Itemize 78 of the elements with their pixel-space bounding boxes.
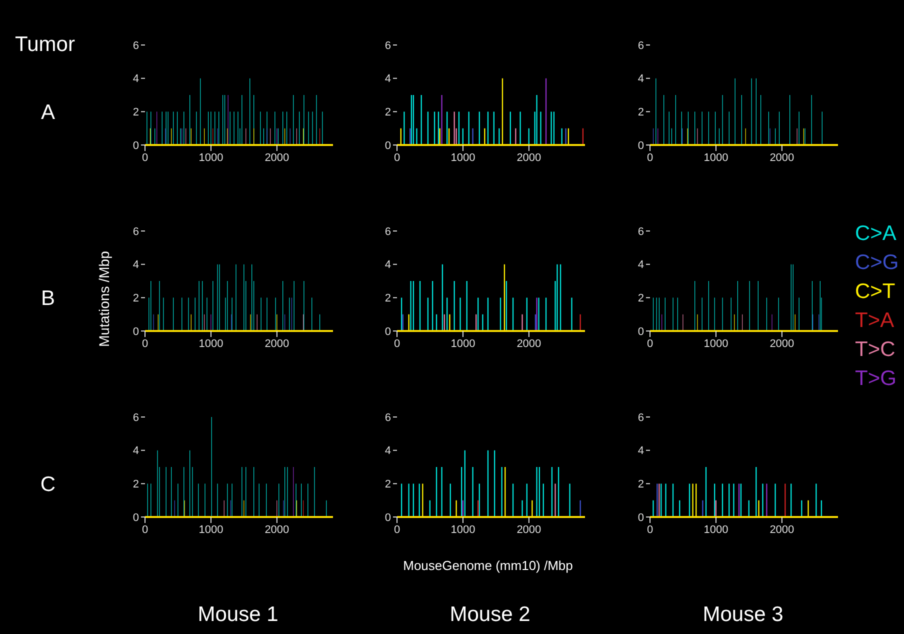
text: T>G — [855, 366, 898, 392]
y-tick-label: 4 — [132, 445, 139, 458]
text: C — [39, 473, 57, 497]
x-tick-label: 1000 — [450, 152, 476, 164]
text: Mouse 1 — [196, 603, 280, 627]
x-tick-label: 0 — [142, 338, 148, 350]
y-tick-label: 2 — [638, 478, 644, 491]
x-tick-label: 0 — [142, 524, 148, 536]
y-tick-label: 4 — [384, 445, 391, 458]
y-tick-label: 0 — [132, 512, 139, 524]
y-tick-label: 2 — [638, 106, 644, 119]
x-tick-label: 0 — [646, 338, 654, 350]
y-tick-label: 2 — [132, 478, 139, 491]
y-tick-label: 4 — [638, 73, 644, 86]
x-tick-label: 2000 — [770, 152, 794, 164]
y-tick-label: 0 — [638, 140, 644, 152]
x-tick-label: 1000 — [198, 524, 224, 536]
y-tick-label: 4 — [132, 73, 139, 86]
x-tick-label: 2000 — [516, 524, 542, 536]
x-tick-label: 2000 — [770, 524, 794, 536]
text: C>G — [855, 250, 899, 276]
x-tick-label: 1000 — [704, 338, 728, 350]
x-tick-label: 2000 — [264, 152, 290, 164]
x-tick-label: 1000 — [450, 524, 476, 536]
y-tick-label: 6 — [384, 40, 391, 52]
x-tick-label: 0 — [394, 524, 400, 536]
y-tick-label: 6 — [638, 226, 644, 238]
y-tick-label: 4 — [132, 259, 139, 272]
x-tick-label: 2000 — [516, 152, 542, 164]
x-tick-label: 2000 — [264, 338, 290, 350]
text: Tumor — [14, 33, 76, 57]
y-tick-label: 6 — [132, 40, 139, 52]
x-tick-label: 0 — [394, 338, 400, 350]
y-tick-label: 2 — [384, 292, 391, 305]
y-axis-title: Mutations /Mbp — [96, 250, 112, 349]
y-tick-label: 2 — [638, 292, 644, 305]
y-tick-label: 2 — [384, 106, 391, 119]
y-tick-label: 2 — [384, 478, 391, 491]
x-tick-label: 0 — [142, 152, 148, 164]
y-tick-label: 4 — [638, 445, 644, 458]
text: Mouse 2 — [448, 603, 532, 627]
y-tick-label: 0 — [384, 326, 391, 338]
x-tick-label: 1000 — [198, 152, 224, 164]
legend-label: T>A — [855, 308, 896, 334]
y-tick-label: 6 — [638, 412, 644, 424]
y-tick-label: 0 — [638, 512, 644, 524]
text: A — [40, 101, 56, 125]
y-tick-label: 6 — [384, 412, 391, 424]
y-tick-label: 0 — [132, 326, 139, 338]
y-tick-label: 0 — [132, 140, 139, 152]
y-tick-label: 4 — [384, 259, 391, 272]
x-axis-title: MouseGenome (mm10) /Mbp — [402, 558, 574, 573]
y-tick-label: 0 — [384, 140, 391, 152]
y-tick-label: 2 — [132, 106, 139, 119]
y-tick-label: 6 — [132, 412, 139, 424]
x-tick-label: 1000 — [198, 338, 224, 350]
x-tick-label: 2000 — [770, 338, 794, 350]
y-tick-label: 2 — [132, 292, 139, 305]
text: Mouse 3 — [702, 603, 784, 627]
y-tick-label: 0 — [638, 326, 644, 338]
text: T>C — [855, 337, 896, 363]
x-tick-label: 2000 — [264, 524, 290, 536]
x-tick-label: 1000 — [450, 338, 476, 350]
y-tick-label: 6 — [638, 40, 644, 52]
x-tick-label: 1000 — [704, 524, 728, 536]
y-tick-label: 6 — [384, 226, 391, 238]
y-tick-label: 4 — [638, 259, 644, 272]
x-tick-label: 2000 — [516, 338, 542, 350]
x-tick-label: 1000 — [704, 152, 728, 164]
y-tick-label: 4 — [384, 73, 391, 86]
text: C>T — [855, 279, 896, 305]
y-tick-label: 0 — [384, 512, 391, 524]
x-tick-label: 0 — [646, 152, 654, 164]
y-tick-label: 6 — [132, 226, 139, 238]
text: C>A — [855, 221, 898, 247]
x-tick-label: 0 — [646, 524, 654, 536]
x-tick-label: 0 — [394, 152, 400, 164]
text: B — [40, 287, 56, 311]
